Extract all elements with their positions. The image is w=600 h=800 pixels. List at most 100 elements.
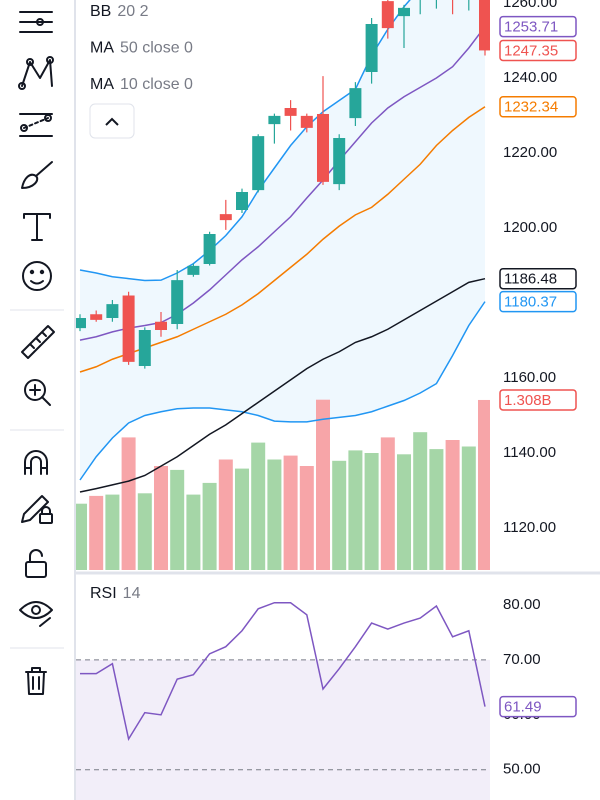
candle-body	[138, 330, 151, 366]
rsi-tick-label: 70.00	[503, 651, 541, 668]
rsi-line	[80, 601, 486, 741]
emoji-tool[interactable]	[22, 261, 52, 291]
candle-body	[187, 265, 200, 275]
price-badge-label: 1232.34	[504, 99, 558, 116]
price-pane	[76, 0, 490, 570]
price-badge-label: 61.49	[504, 699, 542, 716]
volume-bar	[202, 482, 217, 570]
volume-bar	[251, 442, 266, 570]
candle-body	[284, 108, 297, 116]
candle-body	[219, 214, 232, 221]
candle-body	[349, 88, 362, 119]
legend: RSI 14 BB 20 2 MA 50 close 0 MA 10 close 0	[89, 3, 193, 602]
volume-bar	[380, 437, 395, 570]
candle-body	[171, 280, 184, 324]
legend-name: MA	[90, 40, 114, 57]
volume-bar	[478, 399, 490, 570]
volume-bar	[364, 453, 379, 570]
y-tick-label: 1200.00	[503, 219, 557, 236]
volume-bar	[105, 494, 120, 570]
candle-body	[76, 318, 86, 329]
price-badge	[499, 389, 577, 411]
ma-line	[79, 277, 486, 493]
price-badge-label: 1180.37	[504, 294, 557, 311]
candle-body	[203, 234, 216, 264]
price-badge-label: 1253.71	[504, 19, 558, 36]
volume-bar	[461, 446, 476, 570]
volume-bar	[397, 454, 411, 570]
price-badge	[499, 15, 577, 38]
candle-body	[398, 7, 410, 17]
price-badge-label: 1186.48	[504, 271, 557, 288]
volume-bar	[121, 437, 136, 570]
candle-body	[381, 1, 394, 29]
price-badge	[499, 695, 577, 718]
volume-bar	[170, 469, 185, 570]
ruler-tool[interactable]	[21, 325, 55, 359]
band-line	[79, 301, 486, 481]
brush-tool[interactable]	[21, 161, 53, 189]
legend-params: 20 2	[117, 3, 148, 20]
collapse-button[interactable]	[89, 103, 135, 139]
volume-bar	[413, 432, 428, 570]
volume-bar	[445, 440, 460, 570]
y-tick-label: 1220.00	[503, 144, 557, 161]
rsi-params: 14	[123, 585, 141, 602]
fib-tool[interactable]	[19, 113, 53, 137]
y-tick-label: 1240.00	[503, 69, 557, 86]
rsi-title: RSI	[90, 585, 117, 602]
candle-body	[300, 115, 313, 128]
candle-body	[317, 114, 329, 182]
price-badge	[499, 290, 577, 313]
crosshair-tool[interactable]	[19, 11, 53, 33]
volume-bar	[299, 466, 314, 570]
price-badge	[499, 95, 577, 118]
candle-body	[252, 136, 265, 191]
price-axis: 1260.00 1240.00 1220.00 1200.00 1160.00 1140.…	[499, 0, 577, 778]
band-line	[79, 0, 411, 282]
volume-bar	[348, 450, 363, 570]
zoom-tool[interactable]	[24, 379, 51, 406]
candle-body	[122, 295, 135, 362]
legend-name: BB	[90, 3, 111, 20]
delete-tool[interactable]	[25, 667, 47, 695]
magnet-tool[interactable]	[24, 450, 48, 475]
volume-bar	[186, 494, 201, 570]
price-badge	[499, 267, 577, 290]
collapse-icon	[105, 117, 119, 126]
legend-name: MA	[90, 76, 114, 93]
volume-bar	[283, 455, 298, 570]
volume-bar	[76, 503, 87, 570]
band-fill	[80, 0, 485, 480]
lock-tool[interactable]	[25, 549, 47, 578]
lock-drawing-tool[interactable]	[21, 495, 53, 524]
candle-body	[236, 192, 248, 210]
volume-bar	[316, 399, 330, 570]
candle-body	[90, 314, 103, 320]
volume-bar	[154, 466, 168, 570]
candle-body	[106, 304, 119, 318]
rsi-tick-label: 80.00	[503, 596, 541, 613]
volume-bar	[137, 493, 152, 570]
candle-body	[365, 24, 378, 72]
legend-params: 10 close 0	[120, 76, 193, 93]
y-tick-label: 1260.00	[503, 0, 557, 11]
volume-bar	[332, 460, 347, 570]
y-tick-label: 1160.00	[503, 369, 556, 386]
pattern-tool[interactable]	[18, 56, 54, 90]
volume-bar	[267, 459, 282, 570]
candle-body	[155, 321, 167, 330]
volume-bar	[235, 468, 249, 570]
candle-body	[479, 0, 490, 51]
visibility-tool[interactable]	[19, 601, 53, 627]
volume-bar	[89, 495, 104, 570]
rsi-pane	[76, 601, 490, 800]
volume-bar	[429, 449, 444, 570]
volume-bar	[218, 459, 233, 570]
text-tool[interactable]	[23, 213, 51, 241]
price-badge-label: 1.308B	[504, 392, 552, 409]
rsi-tick-label: 50.00	[503, 761, 541, 778]
price-badge-label: 1247.35	[504, 42, 558, 59]
toolbar	[0, 0, 76, 800]
